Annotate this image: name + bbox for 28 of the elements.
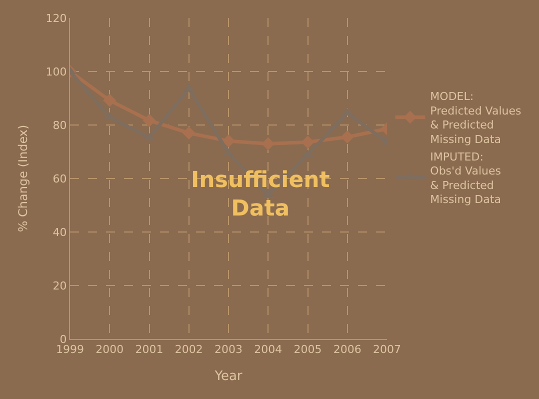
- y-tick-label: 0: [60, 332, 67, 346]
- y-tick-label: 40: [52, 226, 67, 239]
- x-tick-label: 2007: [373, 343, 401, 356]
- legend-label: IMPUTED: Obs'd Values & Predicted Missing Data: [430, 150, 502, 206]
- x-tick-label: 2005: [294, 343, 322, 356]
- point: [340, 130, 354, 144]
- x-tick-label: 2004: [254, 343, 282, 356]
- y-tick-label: 120: [46, 12, 67, 25]
- x-tick-label: 2001: [135, 343, 164, 356]
- x-axis-title: Year: [214, 368, 243, 384]
- point: [262, 137, 275, 150]
- point: [301, 136, 314, 149]
- y-axis-title: % Change (Index): [16, 124, 30, 232]
- y-tick-label: 100: [46, 65, 67, 78]
- x-tick-label: 1999: [56, 343, 84, 356]
- x-tick-label: 2003: [214, 343, 242, 356]
- annotation: Insufficient Data: [191, 168, 330, 222]
- x-tick-label: 2000: [96, 343, 124, 356]
- x-tick-label: 2006: [333, 343, 362, 356]
- x-tick-label: 2002: [174, 343, 203, 356]
- y-tick-label: 60: [52, 172, 67, 186]
- legend-label: MODEL: Predicted Values & Predicted Missing Data: [430, 90, 522, 146]
- point: [182, 126, 196, 140]
- y-tick-label: 20: [52, 279, 67, 292]
- point: [103, 94, 116, 107]
- y-tick-label: 80: [52, 118, 67, 132]
- point: [222, 134, 235, 148]
- point: [142, 114, 156, 127]
